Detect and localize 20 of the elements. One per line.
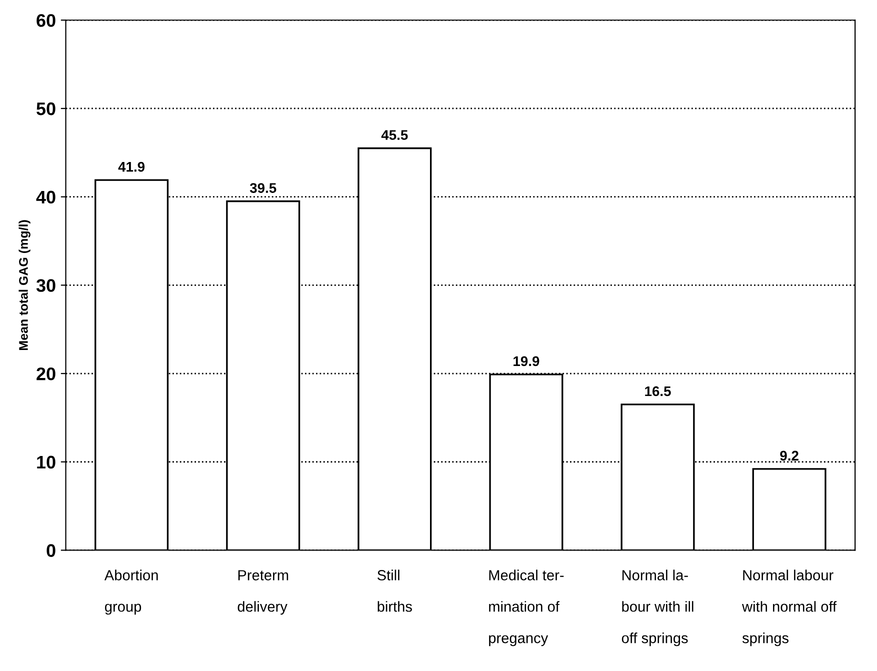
y-tick-label: 0 xyxy=(46,544,56,557)
y-tick-label: 50 xyxy=(36,102,56,116)
y-tick-label: 40 xyxy=(36,190,56,204)
y-tick-label: 10 xyxy=(37,456,56,469)
data-label: 41.9 xyxy=(118,162,145,172)
data-label: 16.5 xyxy=(645,386,671,396)
category-label: Abortion group xyxy=(104,570,158,615)
y-axis-title: Mean total GAG (mg/l) xyxy=(18,220,30,350)
y-tick-label: 60 xyxy=(36,14,56,27)
category-label: Normal la- bour with ill off springs xyxy=(622,570,694,646)
data-label: 45.5 xyxy=(381,130,408,140)
y-tick-label: 30 xyxy=(36,279,56,292)
category-label: Normal labour with normal off springs xyxy=(742,570,837,646)
data-label: 39.5 xyxy=(250,183,276,193)
category-label: Preterm delivery xyxy=(238,570,288,615)
category-label: Still births xyxy=(377,570,412,612)
data-label: 9.2 xyxy=(780,450,798,461)
y-tick-label: 20 xyxy=(36,367,56,380)
data-label: 19.9 xyxy=(514,356,540,366)
category-label: Medical ter- mination of pregancy xyxy=(489,570,564,646)
